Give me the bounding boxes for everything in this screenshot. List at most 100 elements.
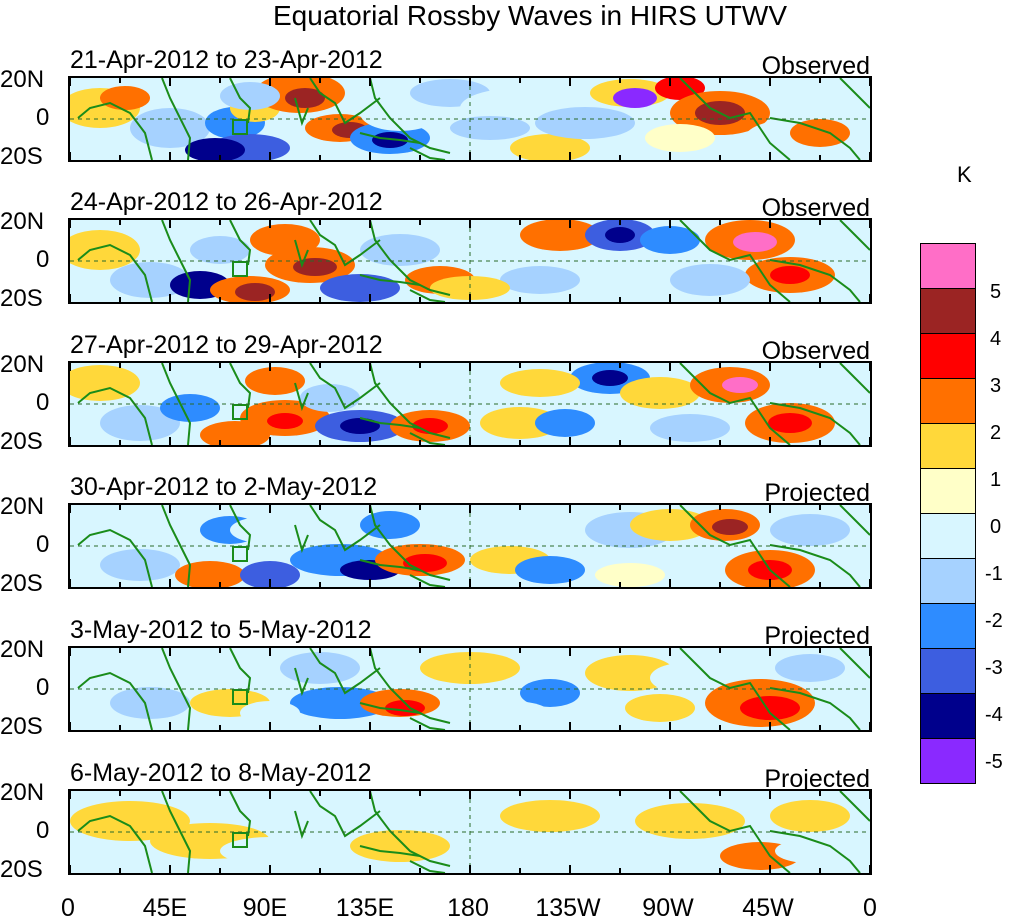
colorbar-swatch [920,738,976,784]
anomaly-contour [712,519,748,535]
anomaly-contour [350,830,450,862]
anomaly-contour [560,828,660,864]
coastline [77,101,153,160]
coastline [161,78,192,160]
anomaly-contour [650,662,730,694]
colorbar-label: -1 [985,563,1003,585]
coastline [679,78,791,160]
anomaly-contour [670,264,750,296]
panel-type-label: Observed [761,194,870,222]
coastline [769,259,861,302]
coastline [77,243,153,302]
colorbar-swatch [920,243,976,289]
anomaly-contour [320,274,400,302]
map-panel: 30-Apr-2012 to 2-May-2012 Projected 20N 0 20… [0,473,1015,615]
island-outline [232,546,248,562]
coastline [229,505,252,551]
lat-label: 20N [0,636,45,663]
coastline [369,220,451,296]
coastline [369,648,451,724]
lat-label: 20S [0,428,43,455]
coastline [294,810,309,840]
coastline [769,402,861,445]
anomaly-contour [70,652,140,684]
figure-title: Equatorial Rossby Waves in HIRS UTWV [273,0,787,31]
coastline [161,505,192,587]
colorbar-swatch [920,603,976,649]
anomaly-contour [768,413,812,433]
panel-date-range: 6-May-2012 to 8-May-2012 [70,759,372,787]
panel-type-label: Projected [764,765,870,793]
anomaly-contour [160,394,220,422]
anomaly-contour [293,258,337,276]
lat-label: 0 [36,389,50,416]
coastline [359,274,421,286]
map-panel: 21-Apr-2012 to 23-Apr-2012 Observed 20N 0 20… [0,46,1015,188]
lat-label: 20S [0,856,43,883]
coastline [679,791,791,873]
coastline [294,239,309,269]
anomaly-contour [285,88,325,108]
anomaly-contour [515,556,585,584]
lon-tick: 45W [742,894,794,922]
coastline [229,791,252,837]
anomaly-contour [190,236,250,264]
anomaly-contour [220,82,280,110]
lat-label: 20N [0,493,45,520]
lat-label: 20S [0,570,43,597]
map-plot-area [68,361,872,447]
coastline [294,97,309,127]
coastline [294,524,309,554]
panel-type-label: Projected [764,622,870,650]
anomaly-contour [535,107,635,139]
anomaly-contour [500,800,600,832]
anomaly-contour [340,418,380,434]
anomaly-contour [267,413,303,429]
anomaly-contour [100,549,180,581]
lon-tick: 90E [242,894,288,922]
map-panel: 27-Apr-2012 to 29-Apr-2012 Observed 20N 0 20… [0,331,1015,473]
lat-label: 0 [36,674,50,701]
anomaly-contour [722,377,758,393]
coastline [839,505,870,536]
lat-label: 0 [36,817,50,844]
coastline [409,860,446,873]
anomaly-contour [775,839,845,863]
anomaly-contour [620,377,700,409]
coastline [309,363,381,410]
colorbar-swatch [920,558,976,604]
coastline [769,544,861,587]
lon-tick: 0 [61,894,75,922]
coastline [77,528,153,587]
coastline [229,220,252,266]
colorbar-label: -5 [985,751,1003,773]
anomaly-contour [635,803,745,839]
coastline [77,671,153,730]
anomaly-contour [595,563,665,587]
coastline [294,382,309,412]
coastline [309,78,381,125]
coastline [161,648,192,730]
island-outline [232,261,248,277]
anomaly-contour [613,88,657,108]
anomaly-contour [450,116,530,140]
anomaly-contour [290,687,390,719]
anomaly-contour [230,516,310,544]
colorbar-swatch [920,333,976,379]
coastline [161,791,192,873]
coastline [369,791,451,867]
coastline [369,505,451,581]
anomaly-contour [165,664,235,692]
coastline [839,363,870,394]
colorbar-label: -2 [985,610,1003,632]
coastline [409,574,446,587]
anomaly-contour [360,234,440,266]
lat-label: 0 [36,246,50,273]
colorbar-swatch [920,693,976,739]
lat-label: 20S [0,713,43,740]
map-plot-area [68,789,872,875]
coastline [409,147,446,160]
coastline [161,220,192,302]
colorbar-swatch [920,423,976,469]
panel-date-range: 24-Apr-2012 to 26-Apr-2012 [70,188,383,216]
